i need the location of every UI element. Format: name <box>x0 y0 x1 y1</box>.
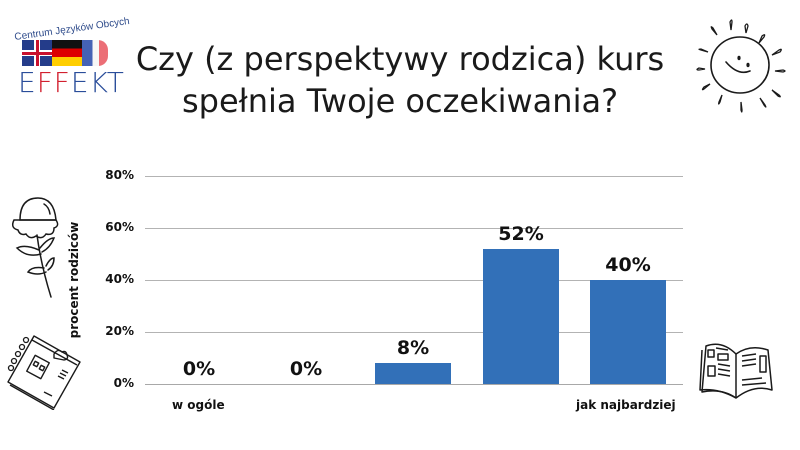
bar-1-value: 0% <box>182 358 216 380</box>
y-tick-40: 40% <box>105 272 134 286</box>
notebook-doodle-icon <box>7 335 81 410</box>
brand-suffix: EKT <box>70 66 125 99</box>
bar-4-value: 52% <box>498 223 544 245</box>
y-tick-80: 80% <box>105 168 134 182</box>
y-axis-label: procent rodziców <box>67 221 81 339</box>
gridline-40 <box>145 280 683 281</box>
bar-3 <box>375 363 451 384</box>
bar-3-value: 8% <box>396 337 430 359</box>
x-label-left: w ogóle <box>172 398 225 412</box>
sun-doodle-icon <box>696 19 786 113</box>
flower-doodle-icon <box>11 197 59 298</box>
bar-4 <box>483 249 559 384</box>
logo-brand-name: EFFEKT <box>18 66 125 99</box>
x-axis-baseline <box>145 384 683 385</box>
uk-flag-icon <box>22 40 52 66</box>
logo-flags <box>22 40 108 66</box>
gridline-20 <box>145 332 683 333</box>
bar-5-value: 40% <box>605 254 651 276</box>
gridline-60 <box>145 228 683 229</box>
open-book-doodle-icon <box>699 343 773 399</box>
brand-highlight: FF <box>36 66 71 99</box>
german-flag-icon <box>52 40 82 66</box>
bar-5 <box>590 280 666 384</box>
title-line-1: Czy (z perspektywy rodzica) kurs <box>135 40 665 78</box>
x-label-right: jak najbardziej <box>576 398 676 412</box>
effekt-logo: Centrum Języków Obcych EFFEKT <box>8 16 131 100</box>
chart-title: Czy (z perspektywy rodzica) kurs spełnia… <box>130 38 670 122</box>
title-line-2: spełnia Twoje oczekiwania? <box>181 82 619 120</box>
gridline-80 <box>145 176 683 177</box>
bar-2-value: 0% <box>289 358 323 380</box>
y-tick-0: 0% <box>113 376 134 390</box>
french-flag-icon <box>82 40 108 66</box>
y-tick-60: 60% <box>105 220 134 234</box>
brand-prefix: E <box>18 66 37 99</box>
y-tick-20: 20% <box>105 324 134 338</box>
